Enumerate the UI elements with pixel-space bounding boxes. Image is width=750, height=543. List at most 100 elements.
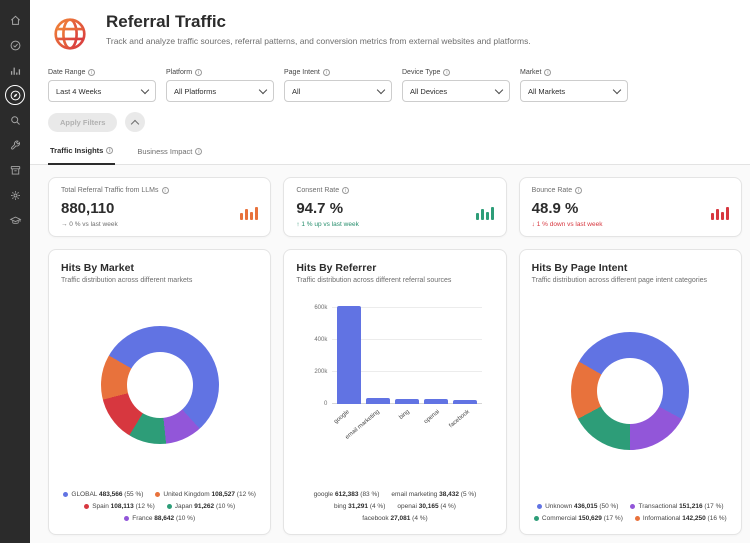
bar-openai[interactable] — [423, 399, 448, 404]
date-range-select[interactable]: Last 4 Weeks — [48, 80, 156, 102]
legend-item[interactable]: email marketing 38,432 (5 %) — [391, 491, 476, 498]
kpi-title: Bounce Rate i — [532, 187, 729, 194]
legend-label: United Kingdom 108,527 (12 %) — [163, 491, 256, 498]
filter-label-text: Platform — [166, 69, 193, 76]
sidebar-item-search[interactable] — [5, 110, 25, 130]
sidebar-item-bar-chart[interactable] — [5, 60, 25, 80]
info-icon[interactable]: i — [322, 69, 330, 76]
sidebar-item-check-circle[interactable] — [5, 35, 25, 55]
chart-subtitle: Traffic distribution across different re… — [296, 277, 452, 284]
legend-label: Informational 142,250 (16 %) — [642, 515, 727, 522]
bar-email-marketing[interactable] — [366, 397, 391, 404]
legend-item[interactable]: GLOBAL 483,566 (55 %) — [63, 491, 143, 498]
legend-dot — [124, 516, 130, 521]
tab-traffic-insights[interactable]: Traffic Insights i — [48, 146, 116, 165]
chevron-down-icon — [612, 85, 622, 95]
legend-item[interactable]: Informational 142,250 (16 %) — [634, 515, 727, 522]
legend-dot — [630, 504, 636, 509]
selected-value: All Devices — [410, 86, 448, 96]
legend-label: openai 30,165 (4 %) — [397, 503, 456, 510]
sidebar-item-wrench[interactable] — [5, 135, 25, 155]
legend-label: Spain 108,113 (12 %) — [92, 503, 155, 510]
gridline — [332, 307, 482, 308]
x-axis-label: bing — [398, 409, 411, 421]
kpi-title: Consent Rate i — [296, 187, 493, 194]
legend-label: Unknown 436,015 (50 %) — [545, 503, 619, 510]
donut-wrap — [532, 284, 729, 497]
legend-item[interactable]: bing 31,291 (4 %) — [334, 503, 385, 510]
sidebar-item-home[interactable] — [5, 10, 25, 30]
legend-item[interactable]: Spain 108,113 (12 %) — [84, 503, 155, 510]
selected-value: All Platforms — [174, 86, 217, 96]
kpi-card-consent-rate: Consent Rate i 94.7 % ↑ 1 % up vs last w… — [283, 177, 507, 237]
y-tick-label: 600k — [314, 305, 328, 311]
sidebar-item-compass[interactable] — [5, 85, 25, 105]
chart-title: Hits By Referrer — [296, 262, 377, 274]
page-intent-select[interactable]: All — [284, 80, 392, 102]
legend-item[interactable]: United Kingdom 108,527 (12 %) — [155, 491, 256, 498]
info-icon[interactable]: i — [575, 187, 583, 194]
info-icon[interactable]: i — [544, 69, 552, 76]
kpi-card-bounce-rate: Bounce Rate i 48.9 % ↓ 1 % down vs last … — [518, 177, 742, 237]
graduation-cap-icon — [9, 214, 22, 227]
page-intent-donut-chart[interactable] — [571, 331, 690, 450]
info-icon[interactable]: i — [161, 187, 169, 194]
market-select[interactable]: All Markets — [520, 80, 628, 102]
info-icon[interactable]: i — [195, 69, 203, 76]
gear-icon — [9, 189, 22, 202]
info-icon[interactable]: i — [443, 69, 451, 76]
sidebar-item-graduation-cap[interactable] — [5, 210, 25, 230]
legend-dot — [155, 492, 161, 497]
info-icon[interactable]: i — [88, 69, 96, 76]
filter-label: Device Type i — [402, 68, 510, 77]
legend-item[interactable]: Unknown 436,015 (50 %) — [537, 503, 618, 510]
mini-bar — [715, 209, 719, 220]
legend-dot — [634, 516, 640, 521]
filter-label-text: Device Type — [402, 69, 441, 76]
legend-item[interactable]: google 612,383 (83 %) — [314, 491, 380, 498]
gridline — [332, 339, 482, 340]
bar-bing[interactable] — [394, 399, 419, 404]
kpi-title-text: Bounce Rate — [531, 187, 573, 194]
legend-dot — [533, 516, 539, 521]
info-icon[interactable]: i — [195, 147, 203, 155]
chevron-down-icon — [376, 85, 386, 95]
sidebar-item-archive[interactable] — [5, 160, 25, 180]
info-icon[interactable]: i — [106, 147, 114, 154]
hits-by-market-card: Hits By Market Traffic distribution acro… — [48, 249, 272, 535]
legend-item[interactable]: openai 30,165 (4 %) — [397, 503, 456, 510]
sidebar-item-gear[interactable] — [5, 185, 25, 205]
legend-label: GLOBAL 483,566 (55 %) — [71, 491, 144, 498]
collapse-filters-button[interactable] — [125, 112, 146, 132]
page-header: Referral Traffic Track and analyze traff… — [30, 0, 750, 56]
info-icon[interactable]: i — [342, 187, 350, 194]
dashboard-content: Total Referral Traffic from LLMs i 880,1… — [30, 165, 750, 543]
market-donut-chart[interactable] — [100, 325, 219, 444]
mini-bar — [255, 207, 259, 220]
legend-dot — [63, 492, 69, 497]
legend-label: Commercial 150,629 (17 %) — [541, 515, 623, 522]
tab-business-impact[interactable]: Business Impact i — [135, 146, 204, 164]
mini-bar-chart-icon — [240, 207, 259, 220]
legend-item[interactable]: Transactional 151,216 (17 %) — [630, 503, 724, 510]
donut-wrap — [61, 284, 258, 485]
kpi-value: 880,110 — [61, 200, 115, 217]
tabs-bar: Traffic Insights i Business Impact i — [30, 132, 750, 165]
legend-item[interactable]: Commercial 150,629 (17 %) — [533, 515, 623, 522]
legend-item[interactable]: facebook 27,081 (4 %) — [362, 515, 427, 522]
filter-label: Page Intent i — [284, 68, 392, 77]
legend-item[interactable]: France 88,642 (10 %) — [124, 515, 195, 522]
kpi-title: Total Referral Traffic from LLMs i — [61, 187, 258, 194]
legend-item[interactable]: Japan 91,262 (10 %) — [166, 503, 235, 510]
apply-filters-button[interactable]: Apply Filters — [48, 112, 118, 132]
device-type-select[interactable]: All Devices — [402, 80, 510, 102]
platform-select[interactable]: All Platforms — [166, 80, 274, 102]
kpi-delta: → 0 % vs last week — [61, 221, 118, 228]
filter-label-text: Market — [520, 69, 542, 76]
sidebar — [0, 0, 30, 543]
y-tick-label: 0 — [323, 401, 328, 407]
bar-facebook[interactable] — [452, 399, 477, 404]
x-axis-label: facebook — [448, 409, 471, 430]
filter-label: Platform i — [166, 68, 274, 77]
bar-google[interactable] — [337, 306, 362, 404]
